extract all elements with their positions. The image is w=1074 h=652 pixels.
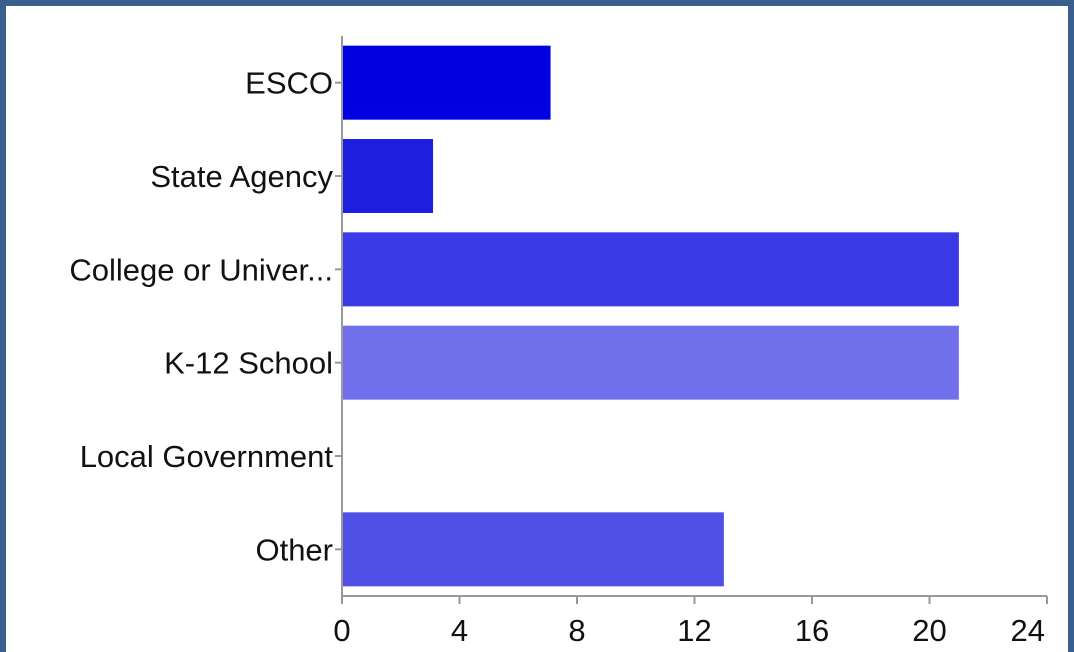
category-label: K-12 School bbox=[164, 346, 333, 381]
chart-panel: ESCO State Agency College or Univer... K-12… bbox=[6, 6, 1068, 652]
x-axis-ticks: 0 4 8 12 16 20 24 bbox=[333, 596, 1048, 648]
x-tick-label: 4 bbox=[451, 613, 468, 648]
x-tick-label: 24 bbox=[1011, 613, 1045, 648]
category-label: College or Univer... bbox=[69, 252, 333, 287]
x-tick-label: 16 bbox=[795, 613, 829, 648]
bar-0 bbox=[343, 45, 551, 120]
category-labels: ESCO State Agency College or Univer... K-12… bbox=[69, 66, 342, 567]
category-label: ESCO bbox=[245, 66, 333, 101]
x-tick-label: 8 bbox=[568, 613, 585, 648]
bar-1 bbox=[343, 139, 434, 213]
x-tick-label: 12 bbox=[677, 613, 711, 648]
x-tick-label: 20 bbox=[912, 613, 946, 648]
category-label: Local Government bbox=[80, 439, 334, 474]
bar-3 bbox=[343, 325, 959, 400]
category-label: Other bbox=[255, 532, 333, 567]
x-tick-label: 0 bbox=[333, 613, 350, 648]
bar-5 bbox=[343, 512, 724, 587]
bar-chart: ESCO State Agency College or Univer... K-12… bbox=[69, 36, 1048, 648]
bar-2 bbox=[343, 232, 959, 307]
bars-group bbox=[343, 45, 959, 587]
category-label: State Agency bbox=[150, 159, 333, 194]
